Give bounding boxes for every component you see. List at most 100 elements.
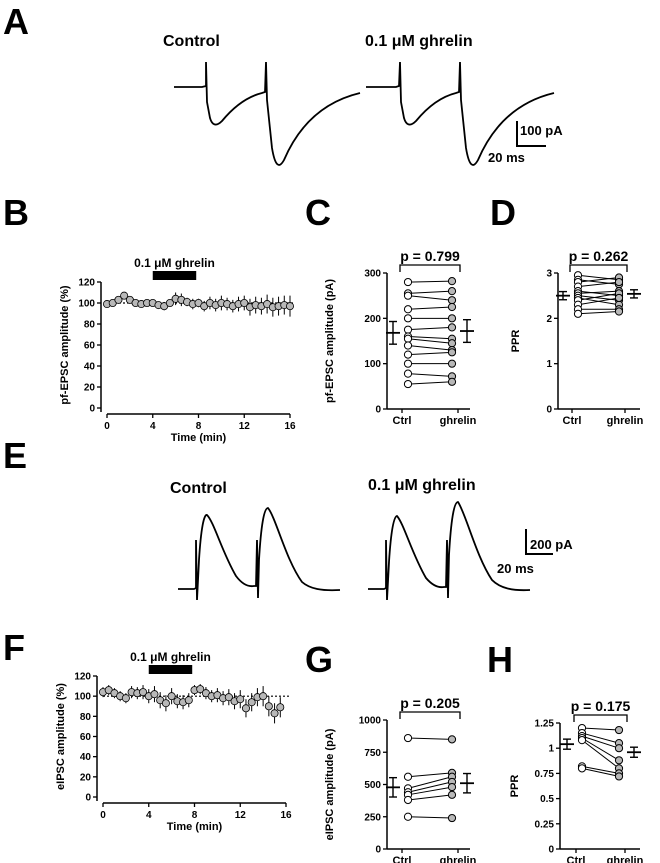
y-tick-label-g: 500 xyxy=(364,780,381,791)
data-point-b xyxy=(165,298,174,307)
ctrl-point-c xyxy=(403,350,413,359)
ctrl-point-c xyxy=(403,325,413,334)
y-tick-label-g: 0 xyxy=(375,845,381,856)
drug-bar-f-label: 0.1 μM ghrelin xyxy=(130,650,211,664)
data-point-b xyxy=(285,302,294,311)
pair-line-d xyxy=(577,290,620,294)
pair-line-g xyxy=(407,786,453,796)
trace-e-control xyxy=(178,507,341,601)
y-tick-label-h: 1 xyxy=(548,744,554,755)
ctrl-point-c xyxy=(403,369,413,378)
data-point-f xyxy=(161,699,170,708)
ctrl-point-c xyxy=(403,314,413,323)
y-tick-label-d: 0 xyxy=(546,405,552,416)
panel-letter-a: A xyxy=(3,1,29,42)
x-tick-label-g: Ctrl xyxy=(393,855,412,863)
panel-letter-d: D xyxy=(490,192,516,233)
data-point-f xyxy=(224,693,233,702)
x-tick-label-f: 16 xyxy=(280,810,292,821)
significance-bracket-c xyxy=(399,264,461,272)
y-tick-label-g: 750 xyxy=(364,748,381,759)
pair-line-c xyxy=(407,351,453,356)
ghrelin-point-h xyxy=(614,744,624,753)
x-tick-label-c: ghrelin xyxy=(440,415,477,427)
pair-line-c xyxy=(407,373,453,377)
y-tick-label-b: 40 xyxy=(84,362,96,373)
y-axis-label-f: eIPSC amplitude (%) xyxy=(55,683,67,790)
y-tick-label-b: 80 xyxy=(84,320,96,331)
panel-letter-b: B xyxy=(3,192,29,233)
y-tick-label-c: 100 xyxy=(364,359,381,370)
scale-bar-e xyxy=(525,529,553,555)
significance-bracket-h xyxy=(573,714,628,722)
ctrl-point-c xyxy=(403,291,413,300)
pair-line-d xyxy=(577,292,620,301)
x-axis-label-b: Time (min) xyxy=(171,432,227,444)
drug-bar-b xyxy=(152,271,197,280)
pair-line-c xyxy=(407,326,453,331)
x-tick-label-f: 8 xyxy=(192,810,198,821)
y-tick-label-b: 60 xyxy=(84,341,96,352)
y-tick-label-h: 0 xyxy=(548,845,554,856)
scale-bar-e-y-label: 200 pA xyxy=(530,537,573,552)
y-tick-label-c: 0 xyxy=(375,405,381,416)
scale-bar-a-y-label: 100 pA xyxy=(520,123,563,138)
data-point-f xyxy=(196,685,205,694)
chart-d: 0 1 2 3 Ctrl ghrelin PPR p = 0.262 xyxy=(510,248,644,427)
x-tick-label-c: Ctrl xyxy=(393,415,412,427)
pair-line-h xyxy=(581,739,620,769)
y-tick-label-f: 80 xyxy=(80,712,92,723)
data-point-f xyxy=(270,709,279,718)
significance-bracket-d xyxy=(569,264,628,272)
y-tick-label-g: 250 xyxy=(364,812,381,823)
y-tick-label-h: 0.25 xyxy=(535,819,555,830)
pair-line-c xyxy=(407,381,453,385)
scale-bar-a-x-label: 20 ms xyxy=(488,150,525,165)
ghrelin-point-d xyxy=(614,293,624,303)
pair-line-g xyxy=(407,772,453,778)
data-point-f xyxy=(247,698,256,707)
y-tick-label-c: 200 xyxy=(364,314,381,325)
scale-bar-a xyxy=(516,121,546,147)
data-point-f xyxy=(276,703,285,712)
pair-line-h xyxy=(581,732,620,744)
significance-bracket-g xyxy=(399,711,461,719)
data-point-f xyxy=(264,702,273,711)
scale-bar-e-x-label: 20 ms xyxy=(497,561,534,576)
x-tick-label-b: 8 xyxy=(196,421,202,432)
drug-bar-b-label: 0.1 μM ghrelin xyxy=(134,256,215,270)
y-tick-label-b: 100 xyxy=(78,299,95,310)
x-tick-label-f: 12 xyxy=(235,810,247,821)
data-point-b xyxy=(240,298,249,307)
y-tick-label-c: 300 xyxy=(364,269,381,280)
chart-b: 0 20 40 60 80 100 120 0 4 8 12 16 Time (min) pf-EPSC … xyxy=(59,278,296,445)
y-tick-label-b: 0 xyxy=(89,404,95,415)
y-tick-label-f: 0 xyxy=(85,793,91,804)
ghrelin-point-c xyxy=(447,348,457,357)
pair-line-g xyxy=(407,781,453,793)
pair-line-d xyxy=(577,274,620,281)
ghrelin-point-c xyxy=(447,296,457,305)
chart-f: 0 20 40 60 80 100 120 0 4 8 12 16 Time (min) eIPSC am… xyxy=(55,672,292,834)
y-tick-label-f: 40 xyxy=(80,752,92,763)
y-axis-label-h: PPR xyxy=(509,775,521,798)
x-tick-label-g: ghrelin xyxy=(440,855,477,863)
pair-line-g xyxy=(407,816,453,819)
pair-line-g xyxy=(407,776,453,789)
y-axis-label-b: pf-EPSC amplitude (%) xyxy=(59,285,71,405)
pair-line-h xyxy=(581,767,620,777)
ctrl-point-c xyxy=(403,341,413,350)
trace-a-ghrelin xyxy=(366,61,555,166)
ctrl-point-c xyxy=(403,305,413,314)
panel-letter-h: H xyxy=(487,639,513,680)
panel-letter-c: C xyxy=(305,192,331,233)
pair-line-c xyxy=(407,290,453,294)
ghrelin-point-c xyxy=(447,359,457,368)
y-tick-label-f: 60 xyxy=(80,732,92,743)
y-tick-label-b: 20 xyxy=(84,383,96,394)
ctrl-point-g xyxy=(403,772,413,781)
ghrelin-point-c xyxy=(447,302,457,312)
p-value-label-d: p = 0.262 xyxy=(569,248,629,264)
data-point-f xyxy=(236,695,245,704)
